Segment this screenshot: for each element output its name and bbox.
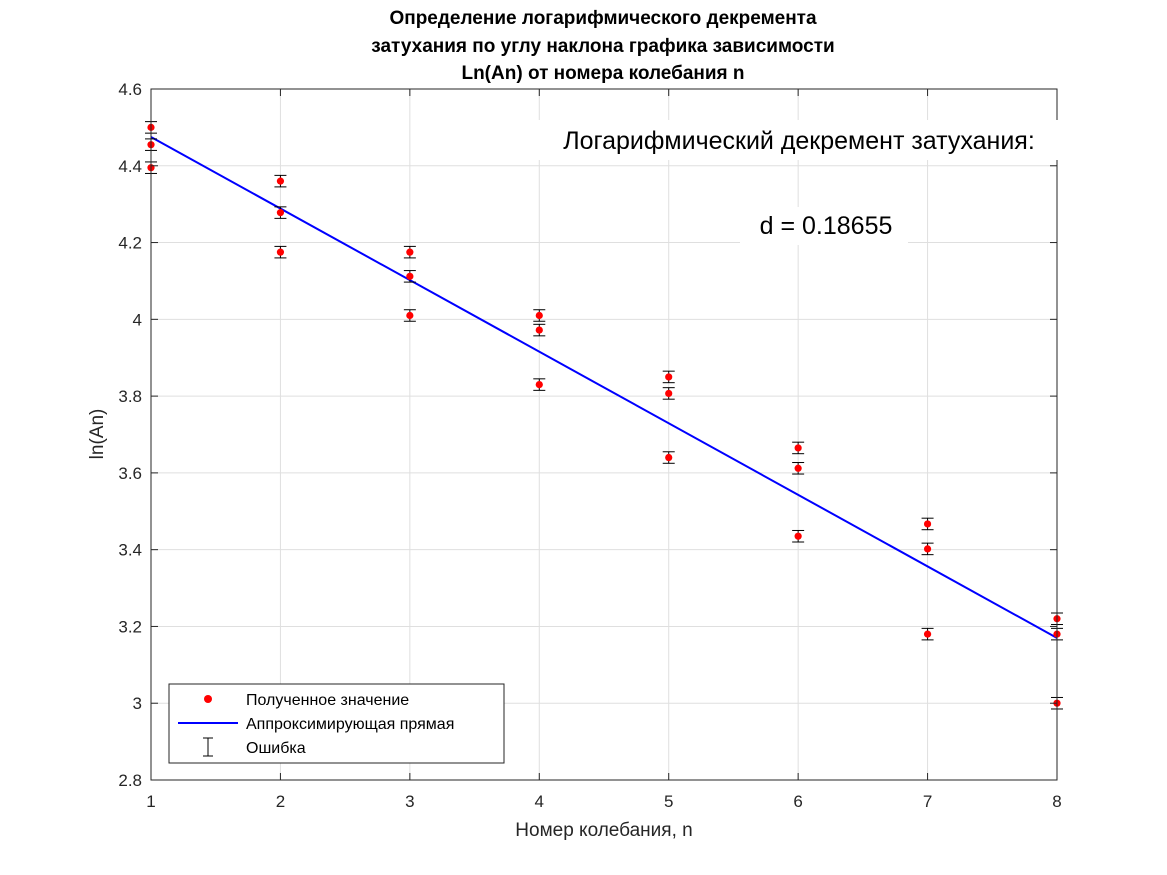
y-tick-label: 4.2 — [118, 234, 142, 253]
legend-label-points: Полученное значение — [246, 692, 409, 709]
legend-marker-errorbar — [203, 737, 213, 757]
y-tick-label: 4.4 — [118, 157, 142, 176]
data-point — [923, 545, 932, 553]
x-tick-label: 1 — [146, 792, 155, 811]
tick-marks — [150, 88, 1058, 781]
y-tick-label: 3.6 — [118, 464, 142, 483]
legend-box — [168, 683, 505, 764]
x-tick-label: 4 — [535, 792, 544, 811]
y-tick-label: 3.4 — [118, 541, 142, 560]
data-point — [535, 380, 543, 389]
data-point — [276, 177, 285, 185]
y-tick-label: 3 — [133, 694, 142, 713]
fit-line-layer — [150, 136, 1058, 639]
y-tick-label: 3.2 — [118, 617, 142, 636]
annotation-background-1 — [532, 120, 1070, 160]
data-point — [535, 326, 543, 334]
legend-marker-points — [204, 695, 212, 703]
chart-title-line-3: Ln(An) от номера колебания n — [461, 63, 744, 84]
data-point — [794, 464, 802, 472]
data-point — [794, 444, 802, 452]
x-tick-label: 7 — [923, 792, 932, 811]
legend-label-line: Аппроксимирующая прямая — [246, 716, 454, 733]
y-axis-label: ln(An) — [87, 409, 108, 460]
annotation-title: Логарифмический декремент затухания: — [563, 127, 1035, 155]
y-tick-label: 3.8 — [118, 387, 142, 406]
data-point — [406, 248, 414, 256]
data-point — [665, 373, 673, 381]
plot-area — [145, 88, 1063, 781]
x-tick-label: 2 — [276, 792, 285, 811]
axes-box — [150, 88, 1058, 781]
data-point — [276, 248, 285, 256]
x-tick-label: 8 — [1052, 792, 1061, 811]
chart-title-line-2: затухания по углу наклона графика зависи… — [371, 36, 834, 57]
x-tick-label: 6 — [793, 792, 802, 811]
data-point — [665, 453, 673, 462]
data-point — [276, 209, 285, 217]
data-point — [535, 311, 543, 320]
x-tick-labels: 1 2 3 4 5 6 7 8 — [146, 792, 1061, 811]
data-point — [794, 532, 802, 540]
fit-line — [150, 136, 1058, 639]
y-tick-label: 4 — [133, 310, 142, 329]
annotation-value: d = 0.18655 — [760, 212, 893, 240]
data-point — [665, 389, 673, 398]
chart-title-line-1: Определение логарифмического декремента — [389, 8, 817, 29]
y-tick-label: 2.8 — [118, 771, 142, 790]
annotation-background-2 — [740, 207, 908, 245]
y-tick-labels: 2.8 3 3.2 3.4 3.6 3.8 4 4.2 4.4 4.6 — [118, 80, 142, 790]
data-point — [406, 311, 414, 320]
data-point — [923, 630, 932, 638]
axes-background — [151, 89, 1057, 780]
legend: Полученное значение Аппроксимирующая пря… — [168, 683, 505, 764]
x-tick-label: 3 — [405, 792, 414, 811]
legend-label-errorbar: Ошибка — [246, 740, 306, 757]
y-tick-label: 4.6 — [118, 80, 142, 99]
x-tick-label: 5 — [664, 792, 673, 811]
data-point — [406, 272, 414, 280]
data-point — [923, 520, 932, 528]
x-axis-label: Номер колебания, n — [515, 820, 692, 841]
